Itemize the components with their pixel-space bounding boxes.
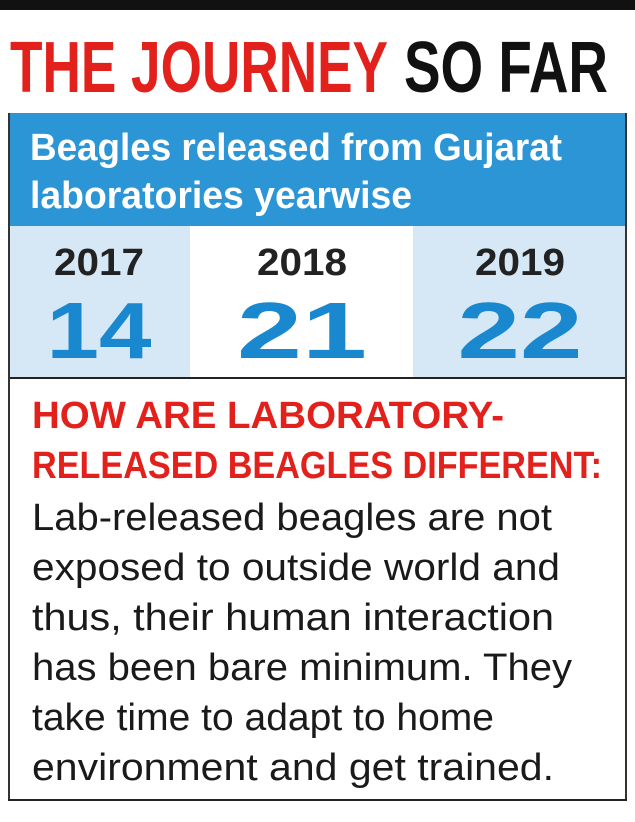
subtitle: Beagles released from Gujarat [30,127,562,169]
count-value: 21 [237,286,367,375]
year-cell [8,226,190,378]
body-text: exposed to outside world and [32,547,560,589]
section-heading: RELEASED BEAGLES DIFFERENT: [32,445,602,487]
count-value: 22 [458,286,583,375]
year-label: 2019 [475,242,565,284]
body-text: thus, their human interaction [32,597,554,639]
body-text: Lab-released beagles are not [32,497,552,539]
title: SO FAR [404,28,608,108]
body-text: has been bare minimum. They [32,647,572,689]
year-label: 2018 [257,242,347,284]
subtitle: laboratories yearwise [30,175,412,217]
count-value: 14 [47,286,153,375]
top-rule [0,0,635,10]
body-text: take time to adapt to home [32,697,494,739]
year-label: 2017 [54,242,144,284]
year-cell [413,226,627,378]
body-text: environment and get trained. [32,747,554,789]
title: THE JOURNEY [10,28,388,108]
subtitle-box [8,113,627,226]
section-heading: HOW ARE LABORATORY- [32,395,504,437]
